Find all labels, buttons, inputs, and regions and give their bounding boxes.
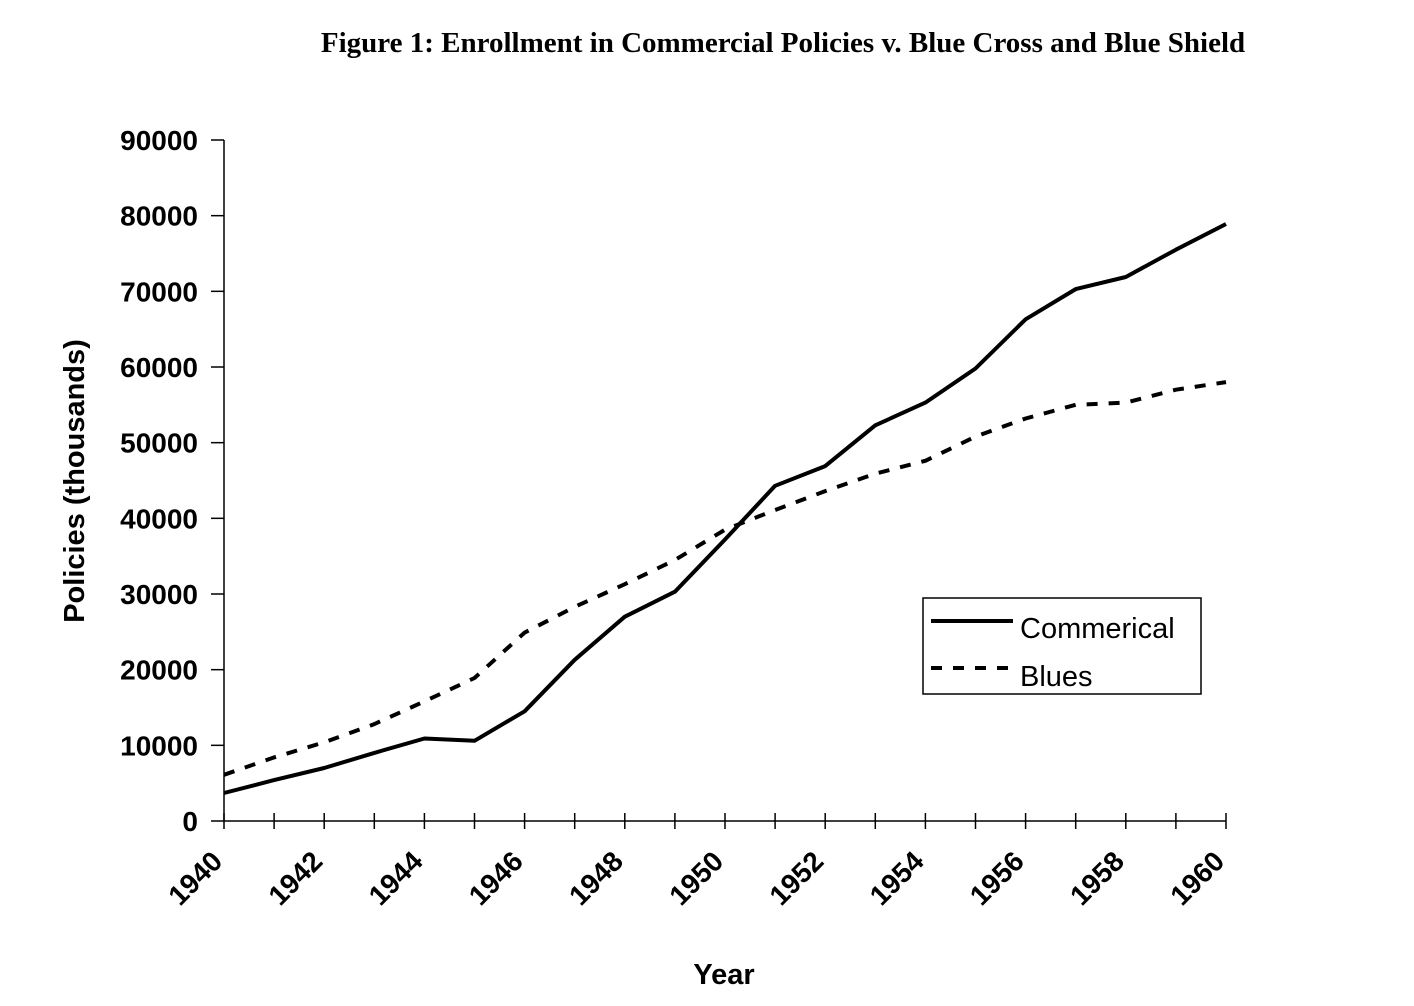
x-tick-label: 1942 (262, 845, 328, 911)
legend: Commerical Blues (922, 597, 1202, 695)
legend-label-blues: Blues (1020, 661, 1093, 693)
series-line-commerical (223, 222, 1227, 795)
y-tick-label: 40000 (120, 503, 198, 534)
x-tick-label: 1946 (463, 845, 529, 911)
x-axis: 1940 1942 1944 1946 1948 1950 1952 1954 1956 1958… (162, 813, 1230, 911)
x-tick-label: 1956 (964, 845, 1030, 911)
y-tick-label: 20000 (120, 655, 198, 686)
x-tick-label: 1960 (1164, 845, 1230, 911)
y-tick-label: 60000 (120, 352, 198, 383)
x-tick-label: 1940 (162, 845, 228, 911)
x-tick-label: 1944 (363, 845, 429, 911)
x-tick-label: 1954 (864, 845, 930, 911)
chart-title: Figure 1: Enrollment in Commercial Polic… (321, 27, 1245, 59)
x-tick-label: 1950 (663, 845, 729, 911)
y-tick-label: 30000 (120, 579, 198, 610)
series-line-blues (223, 380, 1227, 777)
y-tick-label: 0 (182, 806, 198, 837)
x-axis-label: Year (693, 959, 754, 991)
x-tick-label: 1958 (1064, 845, 1130, 911)
y-tick-label: 80000 (120, 201, 198, 232)
y-axis-label: Policies (thousands) (59, 339, 91, 623)
legend-label-commerical: Commerical (1020, 613, 1175, 645)
y-tick-label: 50000 (120, 428, 198, 459)
x-tick-label: 1952 (763, 845, 829, 911)
y-axis: 0 10000 20000 30000 40000 50000 60000 70000 8000… (120, 125, 225, 837)
y-tick-label: 10000 (120, 730, 198, 761)
x-tick-label: 1948 (563, 845, 629, 911)
series-layer (223, 222, 1227, 795)
legend-box (922, 597, 1202, 695)
y-tick-label: 90000 (120, 125, 198, 156)
y-tick-label: 70000 (120, 276, 198, 307)
